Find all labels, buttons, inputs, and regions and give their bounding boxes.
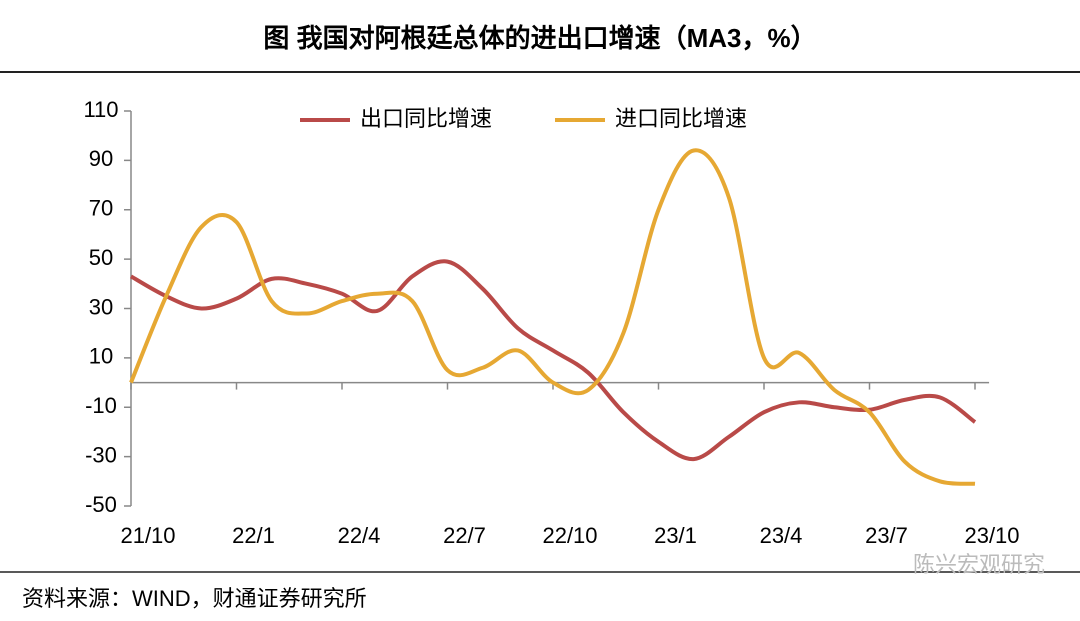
y-tick-label: -30 bbox=[85, 442, 117, 467]
x-tick-label: 22/10 bbox=[542, 523, 597, 548]
x-tick-label: 21/10 bbox=[120, 523, 175, 548]
y-tick-label: 30 bbox=[89, 294, 113, 319]
y-tick-label: 50 bbox=[89, 245, 113, 270]
watermark: 陈兴宏观研究 bbox=[913, 552, 1045, 577]
chart-title: 图 我国对阿根廷总体的进出口增速（MA3，%） bbox=[263, 23, 816, 53]
y-tick-label: -50 bbox=[85, 492, 117, 517]
x-tick-label: 23/4 bbox=[760, 523, 803, 548]
y-tick-label: 110 bbox=[83, 97, 118, 122]
x-tick-label: 23/10 bbox=[964, 523, 1019, 548]
x-tick-label: 22/7 bbox=[443, 523, 486, 548]
x-tick-label: 22/1 bbox=[232, 523, 275, 548]
y-tick-label: -10 bbox=[85, 393, 117, 418]
y-tick-label: 90 bbox=[89, 146, 113, 171]
x-tick-label: 23/7 bbox=[865, 523, 908, 548]
line-series bbox=[130, 259, 977, 462]
legend-label: 进口同比增速 bbox=[615, 106, 747, 131]
x-tick-label: 23/1 bbox=[654, 523, 697, 548]
source: 资料来源：WIND，财通证券研究所 bbox=[22, 586, 367, 611]
y-tick-label: 10 bbox=[89, 344, 113, 369]
x-tick-label: 22/4 bbox=[338, 523, 381, 548]
y-tick-label: 70 bbox=[89, 196, 113, 221]
legend-label: 出口同比增速 bbox=[360, 106, 492, 131]
line-series bbox=[129, 148, 976, 486]
